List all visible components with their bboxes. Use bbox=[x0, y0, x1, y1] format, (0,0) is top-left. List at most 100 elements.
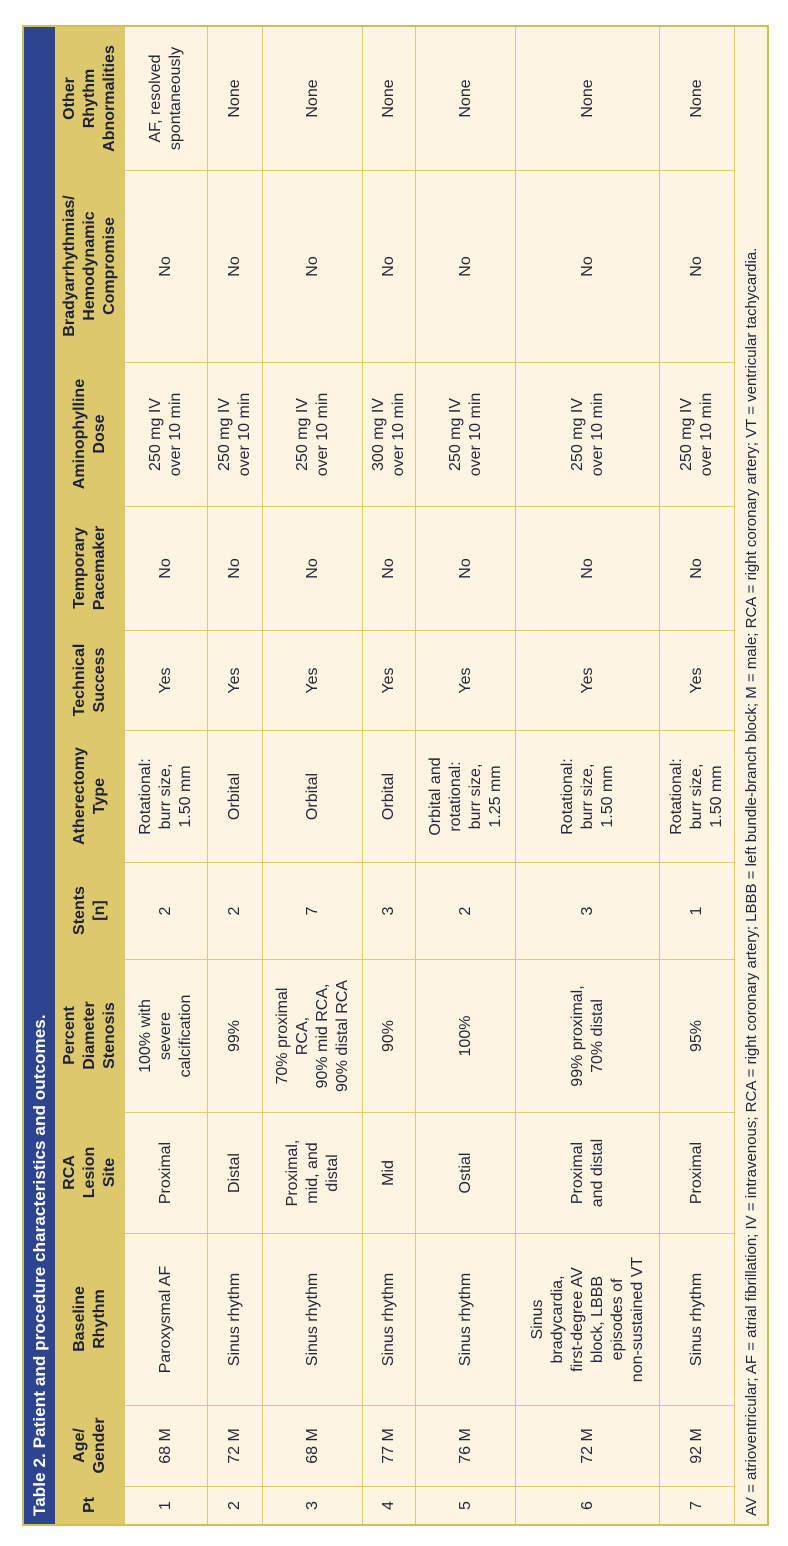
column-header-other-rhythm-abnormalities: Other Rhythm Abnormalities bbox=[55, 27, 125, 170]
cell-atherectomy-type: Rotational: burr size, 1.50 mm bbox=[660, 730, 735, 862]
cell-baseline-rhythm: Paroxysmal AF bbox=[125, 1233, 208, 1405]
cell-pt: 2 bbox=[208, 1486, 263, 1524]
cell-rca-lesion-site: Proximal bbox=[125, 1112, 208, 1233]
cell-age-gender: 68 M bbox=[263, 1405, 363, 1486]
table-footnote: AV = atrioventricular; AF = atrial fibri… bbox=[735, 27, 767, 1524]
cell-percent-diameter-stenosis: 95% bbox=[660, 959, 735, 1112]
cell-stents-n: 3 bbox=[516, 862, 660, 959]
cell-bradyarrhythmias: No bbox=[516, 170, 660, 362]
cell-aminophylline-dose: 250 mg IV over 10 min bbox=[125, 362, 208, 506]
cell-baseline-rhythm: Sinus rhythm bbox=[416, 1233, 516, 1405]
cell-other-rhythm-abnormalities: None bbox=[416, 27, 516, 170]
cell-technical-success: Yes bbox=[516, 630, 660, 730]
cell-bradyarrhythmias: No bbox=[363, 170, 416, 362]
column-header-rca-lesion-site: RCA Lesion Site bbox=[55, 1112, 125, 1233]
cell-aminophylline-dose: 250 mg IV over 10 min bbox=[263, 362, 363, 506]
cell-temporary-pacemaker: No bbox=[208, 506, 263, 630]
cell-baseline-rhythm: Sinus rhythm bbox=[363, 1233, 416, 1405]
cell-aminophylline-dose: 250 mg IV over 10 min bbox=[416, 362, 516, 506]
cell-rca-lesion-site: Mid bbox=[363, 1112, 416, 1233]
cell-other-rhythm-abnormalities: None bbox=[516, 27, 660, 170]
cell-bradyarrhythmias: No bbox=[125, 170, 208, 362]
cell-atherectomy-type: Orbital bbox=[208, 730, 263, 862]
cell-pt: 4 bbox=[363, 1486, 416, 1524]
cell-pt: 1 bbox=[125, 1486, 208, 1524]
cell-rca-lesion-site: Proximal bbox=[660, 1112, 735, 1233]
cell-rca-lesion-site: Ostial bbox=[416, 1112, 516, 1233]
table-title: Table 2. Patient and procedure character… bbox=[24, 27, 55, 1524]
cell-rca-lesion-site: Proximal and distal bbox=[516, 1112, 660, 1233]
cell-bradyarrhythmias: No bbox=[263, 170, 363, 362]
cell-bradyarrhythmias: No bbox=[660, 170, 735, 362]
column-header-technical-success: Technical Success bbox=[55, 630, 125, 730]
column-header-aminophylline-dose: Aminophylline Dose bbox=[55, 362, 125, 506]
column-header-pt: Pt bbox=[55, 1486, 125, 1524]
cell-other-rhythm-abnormalities: AF, resolved spontaneously bbox=[125, 27, 208, 170]
cell-temporary-pacemaker: No bbox=[263, 506, 363, 630]
cell-temporary-pacemaker: No bbox=[363, 506, 416, 630]
column-header-stents-n: Stents [n] bbox=[55, 862, 125, 959]
cell-age-gender: 68 M bbox=[125, 1405, 208, 1486]
cell-atherectomy-type: Rotational: burr size, 1.50 mm bbox=[125, 730, 208, 862]
cell-age-gender: 76 M bbox=[416, 1405, 516, 1486]
cell-technical-success: Yes bbox=[363, 630, 416, 730]
cell-bradyarrhythmias: No bbox=[416, 170, 516, 362]
cell-baseline-rhythm: Sinus rhythm bbox=[660, 1233, 735, 1405]
cell-baseline-rhythm: Sinus rhythm bbox=[208, 1233, 263, 1405]
cell-other-rhythm-abnormalities: None bbox=[208, 27, 263, 170]
cell-pt: 7 bbox=[660, 1486, 735, 1524]
cell-pt: 5 bbox=[416, 1486, 516, 1524]
cell-technical-success: Yes bbox=[208, 630, 263, 730]
cell-atherectomy-type: Orbital bbox=[263, 730, 363, 862]
cell-aminophylline-dose: 250 mg IV over 10 min bbox=[208, 362, 263, 506]
cell-atherectomy-type: Orbital and rotational: burr size, 1.25 … bbox=[416, 730, 516, 862]
cell-technical-success: Yes bbox=[416, 630, 516, 730]
cell-technical-success: Yes bbox=[125, 630, 208, 730]
rotated-table-wrapper: Table 2. Patient and procedure character… bbox=[22, 25, 769, 1526]
cell-other-rhythm-abnormalities: None bbox=[263, 27, 363, 170]
cell-baseline-rhythm: Sinus rhythm bbox=[263, 1233, 363, 1405]
cell-stents-n: 1 bbox=[660, 862, 735, 959]
cell-technical-success: Yes bbox=[660, 630, 735, 730]
cell-bradyarrhythmias: No bbox=[208, 170, 263, 362]
cell-temporary-pacemaker: No bbox=[125, 506, 208, 630]
cell-pt: 3 bbox=[263, 1486, 363, 1524]
cell-other-rhythm-abnormalities: None bbox=[363, 27, 416, 170]
cell-aminophylline-dose: 250 mg IV over 10 min bbox=[516, 362, 660, 506]
cell-percent-diameter-stenosis: 70% proximal RCA, 90% mid RCA, 90% dista… bbox=[263, 959, 363, 1112]
cell-technical-success: Yes bbox=[263, 630, 363, 730]
cell-temporary-pacemaker: No bbox=[416, 506, 516, 630]
column-header-atherectomy-type: Atherectomy Type bbox=[55, 730, 125, 862]
cell-percent-diameter-stenosis: 99% bbox=[208, 959, 263, 1112]
column-header-baseline-rhythm: Baseline Rhythm bbox=[55, 1233, 125, 1405]
cell-other-rhythm-abnormalities: None bbox=[660, 27, 735, 170]
cell-percent-diameter-stenosis: 90% bbox=[363, 959, 416, 1112]
cell-age-gender: 72 M bbox=[208, 1405, 263, 1486]
cell-temporary-pacemaker: No bbox=[660, 506, 735, 630]
column-header-percent-diameter-stenosis: Percent Diameter Stenosis bbox=[55, 959, 125, 1112]
cell-percent-diameter-stenosis: 100% with severe calcification bbox=[125, 959, 208, 1112]
cell-atherectomy-type: Orbital bbox=[363, 730, 416, 862]
cell-aminophylline-dose: 250 mg IV over 10 min bbox=[660, 362, 735, 506]
cell-baseline-rhythm: Sinus bradycardia, first-degree AV block… bbox=[516, 1233, 660, 1405]
cell-percent-diameter-stenosis: 100% bbox=[416, 959, 516, 1112]
cell-stents-n: 2 bbox=[208, 862, 263, 959]
cell-atherectomy-type: Rotational: burr size, 1.50 mm bbox=[516, 730, 660, 862]
cell-temporary-pacemaker: No bbox=[516, 506, 660, 630]
column-header-bradyarrhythmias: Bradyarrhythmias/ Hemodynamic Compromise bbox=[55, 170, 125, 362]
cell-rca-lesion-site: Distal bbox=[208, 1112, 263, 1233]
cell-age-gender: 72 M bbox=[516, 1405, 660, 1486]
cell-stents-n: 3 bbox=[363, 862, 416, 959]
cell-age-gender: 92 M bbox=[660, 1405, 735, 1486]
cell-stents-n: 2 bbox=[125, 862, 208, 959]
cell-percent-diameter-stenosis: 99% proximal, 70% distal bbox=[516, 959, 660, 1112]
patient-characteristics-table: Table 2. Patient and procedure character… bbox=[22, 25, 769, 1526]
cell-stents-n: 2 bbox=[416, 862, 516, 959]
cell-pt: 6 bbox=[516, 1486, 660, 1524]
cell-aminophylline-dose: 300 mg IV over 10 min bbox=[363, 362, 416, 506]
column-header-temporary-pacemaker: Temporary Pacemaker bbox=[55, 506, 125, 630]
cell-rca-lesion-site: Proximal, mid, and distal bbox=[263, 1112, 363, 1233]
column-header-age-gender: Age/ Gender bbox=[55, 1405, 125, 1486]
cell-stents-n: 7 bbox=[263, 862, 363, 959]
